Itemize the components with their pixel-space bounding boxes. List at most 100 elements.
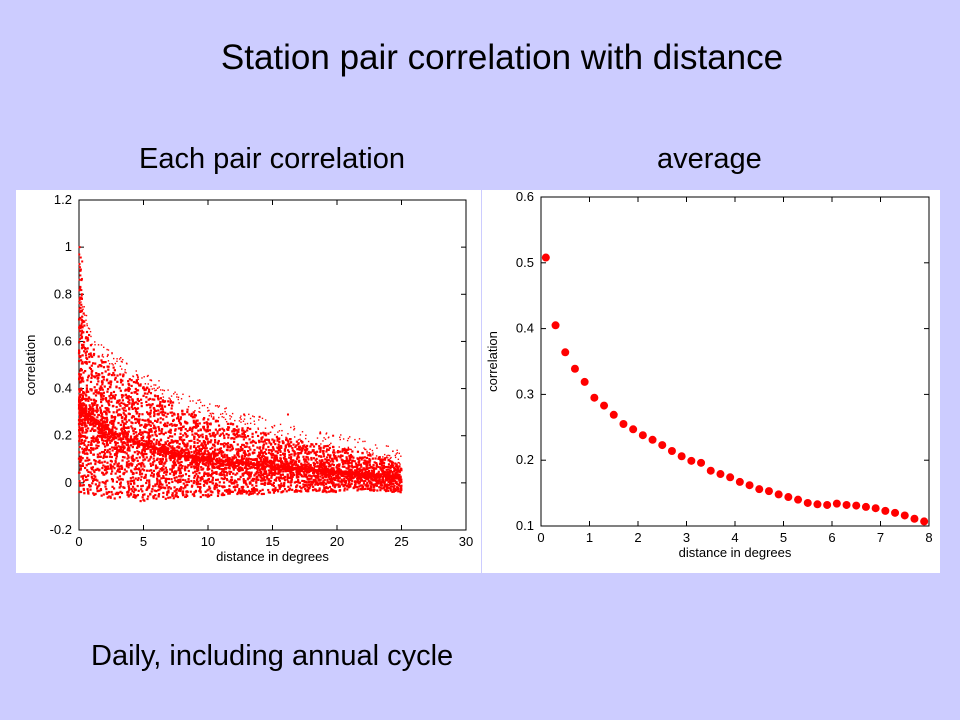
left-data-point: [80, 347, 84, 350]
left-data-point: [226, 455, 229, 459]
left-data-point: [338, 467, 341, 471]
left-data-point: [157, 492, 161, 496]
left-data-point: [367, 454, 370, 457]
left-data-point: [78, 359, 81, 363]
left-data-point: [340, 478, 343, 481]
left-data-point: [171, 419, 175, 423]
left-data-point: [78, 490, 81, 494]
left-data-point: [216, 430, 219, 433]
left-data-point: [268, 473, 271, 476]
left-data-point: [284, 457, 287, 461]
left-data-point: [255, 484, 258, 487]
left-data-point: [128, 387, 131, 391]
left-data-point: [254, 431, 258, 434]
left-data-point: [174, 463, 177, 466]
left-data-point: [223, 460, 226, 463]
left-data-point: [341, 470, 344, 473]
left-data-point: [287, 462, 290, 466]
left-data-point: [330, 467, 333, 470]
left-data-point: [223, 453, 226, 456]
left-data-point: [273, 473, 276, 477]
left-data-point: [279, 476, 282, 480]
left-data-point: [109, 441, 112, 444]
left-data-point: [314, 483, 317, 486]
left-data-point: [185, 446, 188, 449]
left-data-point: [84, 448, 87, 451]
left-data-point: [285, 462, 288, 466]
left-data-point: [325, 456, 329, 459]
left-data-point: [292, 459, 295, 462]
left-data-point: [147, 443, 150, 446]
left-data-point: [110, 431, 113, 434]
left-data-point: [184, 427, 187, 431]
left-data-point: [96, 434, 100, 437]
left-data-point: [170, 468, 174, 471]
left-data-point: [107, 402, 110, 405]
left-data-point: [156, 481, 159, 484]
left-data-point: [326, 478, 329, 481]
left-data-point: [249, 473, 253, 476]
left-data-point: [306, 485, 309, 488]
left-data-point: [388, 487, 391, 490]
left-data-point: [319, 446, 322, 449]
left-data-point: [348, 483, 351, 486]
left-data-point: [216, 461, 219, 465]
left-data-point: [331, 458, 334, 461]
left-data-point: [251, 484, 254, 487]
left-data-point: [163, 400, 167, 403]
left-data-point: [199, 491, 202, 494]
left-data-point: [180, 447, 183, 450]
left-data-point: [107, 467, 110, 470]
left-data-point: [90, 437, 93, 440]
left-data-point: [138, 468, 141, 471]
left-data-point: [230, 448, 234, 451]
left-data-point: [198, 435, 201, 439]
left-data-point: [184, 486, 187, 489]
left-data-point: [288, 453, 291, 456]
left-data-point: [201, 435, 204, 439]
left-data-point: [201, 494, 205, 497]
left-data-point: [107, 373, 110, 376]
left-data-point: [139, 470, 142, 474]
left-data-point: [299, 445, 302, 448]
left-data-point: [269, 452, 272, 455]
left-data-point: [98, 434, 101, 438]
left-data-point: [394, 487, 397, 490]
left-data-point: [168, 441, 172, 444]
left-data-point: [262, 492, 265, 496]
left-data-point: [135, 435, 138, 439]
left-data-point: [90, 468, 94, 471]
left-data-point: [148, 388, 151, 391]
left-data-point: [330, 475, 333, 478]
left-data-point: [131, 427, 134, 430]
left-data-point: [179, 454, 183, 457]
left-data-point: [337, 455, 340, 458]
left-data-point: [257, 474, 260, 477]
left-data-point: [177, 415, 180, 418]
left-data-point: [86, 418, 89, 421]
left-data-point: [132, 415, 136, 418]
left-data-point: [148, 437, 151, 440]
left-data-point: [246, 434, 250, 438]
left-data-point: [136, 397, 139, 401]
left-data-point: [168, 435, 172, 438]
left-data-point: [105, 425, 108, 428]
left-data-point: [120, 466, 124, 469]
left-data-point: [181, 452, 184, 455]
left-data-point: [297, 476, 300, 479]
left-data-point: [78, 432, 81, 436]
left-data-point: [216, 420, 219, 423]
left-data-point: [111, 480, 114, 483]
left-data-point: [289, 484, 293, 487]
left-data-point: [149, 406, 152, 409]
left-data-point: [347, 479, 350, 482]
left-data-point: [78, 440, 81, 443]
left-data-point: [97, 391, 101, 394]
left-data-point: [297, 460, 301, 463]
left-data-point: [107, 399, 110, 402]
left-data-point: [104, 417, 107, 420]
left-data-point: [238, 469, 241, 473]
left-data-point: [198, 472, 201, 475]
left-data-point: [101, 439, 104, 442]
left-data-point: [226, 462, 229, 465]
